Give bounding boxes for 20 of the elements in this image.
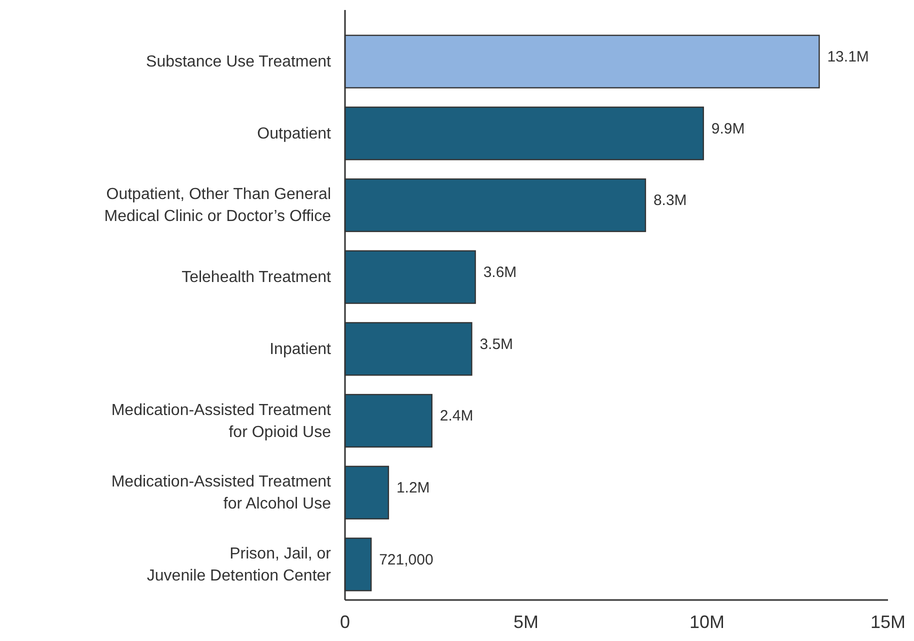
y-tick-label: Telehealth Treatment <box>182 269 332 286</box>
data-label: 3.6M <box>483 264 517 282</box>
data-label: 2.4M <box>440 408 474 425</box>
data-label: 721,000 <box>379 551 434 568</box>
data-label: 9.9M <box>711 120 745 138</box>
x-tick-label: 10M <box>689 612 725 632</box>
y-tick-label: Outpatient <box>257 125 332 142</box>
y-tick-label: Medication-Assisted Treatment for Opioid Use <box>111 402 332 441</box>
x-tick-label: 5M <box>513 612 539 632</box>
y-tick-label: Substance Use Treatment <box>146 54 332 71</box>
data-label: 8.3M <box>653 192 687 210</box>
y-tick-label: Inpatient <box>270 340 332 358</box>
data-label: 1.2M <box>396 480 430 497</box>
x-tick-label: 0 <box>340 612 350 632</box>
data-label: 3.5M <box>480 336 514 353</box>
y-tick-label: Prison, Jail, or Juvenile Detention Center <box>146 545 332 584</box>
y-tick-label: Medication-Assisted Treatment for Alcohol Use <box>111 474 332 513</box>
data-label: 13.1M <box>827 48 869 66</box>
x-tick-label: 15M <box>870 612 906 632</box>
y-tick-label: Outpatient, Other Than General Medical Clinic or Doctor’s Office <box>104 186 332 226</box>
